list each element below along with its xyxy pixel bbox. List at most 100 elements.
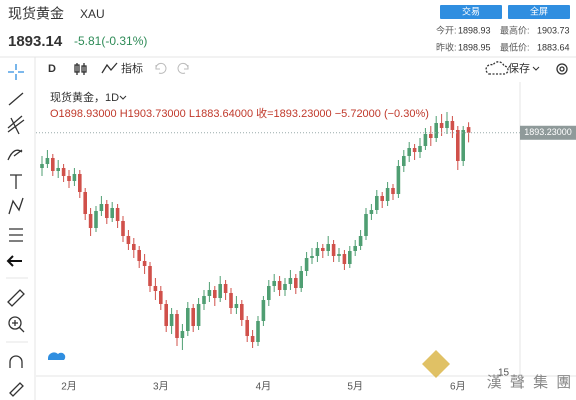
- candle-body: [277, 281, 282, 290]
- quote-label: 今开:: [436, 24, 457, 35]
- candle-body: [337, 254, 341, 256]
- line-tool[interactable]: [8, 92, 24, 106]
- candle-body: [180, 331, 185, 338]
- trade-button[interactable]: [440, 5, 502, 19]
- undo-icon[interactable]: [155, 62, 167, 74]
- settings-icon[interactable]: [556, 63, 568, 75]
- candle-body: [229, 293, 233, 308]
- lock-tool[interactable]: [9, 382, 24, 397]
- candle-body: [94, 211, 98, 228]
- x-tick-label: 3月: [153, 381, 169, 393]
- candle-body: [110, 208, 114, 218]
- candle-body: [207, 290, 212, 296]
- indicator-icon[interactable]: [101, 62, 118, 74]
- ohlc-legend: O1898.93000 H1903.73000 L1883.64000 收=18…: [50, 106, 429, 120]
- candle-body: [461, 130, 465, 161]
- save-dropdown[interactable]: [532, 66, 540, 71]
- candle-body: [439, 123, 444, 128]
- candle-body: [142, 261, 147, 266]
- candle-body: [99, 204, 104, 211]
- prediction-tool[interactable]: [9, 228, 23, 242]
- candle-body: [126, 236, 131, 244]
- candle-body: [159, 291, 163, 304]
- price: 1893.14: [8, 33, 63, 50]
- candle-body: [132, 244, 136, 250]
- candle-body: [391, 188, 395, 194]
- candle-body: [88, 214, 93, 228]
- back-tool[interactable]: [6, 255, 22, 267]
- x-tick-label: 4月: [256, 381, 272, 393]
- candle-body: [148, 266, 152, 286]
- candle-body: [418, 146, 422, 152]
- last-price-box: [520, 125, 576, 140]
- brush-tool[interactable]: [7, 149, 23, 161]
- last-price-label: 1893.23000: [524, 127, 572, 137]
- candle-body: [434, 123, 438, 138]
- ruler-tool[interactable]: [7, 289, 25, 307]
- cloud-icon[interactable]: [485, 61, 509, 75]
- symbol-code: XAU: [80, 7, 105, 21]
- title-dropdown[interactable]: [119, 95, 127, 100]
- candle-icon[interactable]: [74, 63, 87, 75]
- interval[interactable]: D: [48, 63, 56, 75]
- candle-body: [385, 188, 390, 201]
- candle-body: [245, 320, 249, 336]
- candle-body: [115, 208, 120, 221]
- fullscreen-button-label[interactable]: 全屏: [530, 5, 548, 16]
- candle-body: [40, 164, 44, 168]
- candle-body: [105, 204, 109, 218]
- save[interactable]: 保存: [508, 61, 530, 75]
- candle-body: [342, 254, 347, 264]
- indicators[interactable]: 指标: [121, 61, 143, 75]
- zoom-tool[interactable]: [8, 316, 22, 330]
- candle-body: [256, 321, 260, 342]
- candle-body: [315, 248, 320, 256]
- fullscreen-button[interactable]: [508, 5, 570, 19]
- x-tick-label: 15: [498, 368, 510, 379]
- candle-body: [331, 244, 336, 256]
- candle-body: [191, 308, 195, 326]
- candle-body: [137, 250, 141, 261]
- candle-body: [261, 300, 266, 321]
- candle-body: [353, 246, 357, 251]
- x-tick-label: 2月: [61, 381, 77, 393]
- candle-body: [169, 314, 174, 326]
- redo-icon[interactable]: [177, 62, 189, 74]
- candle-body: [51, 158, 55, 171]
- candle-body: [234, 304, 239, 308]
- candle-body: [402, 156, 406, 166]
- pattern-tool[interactable]: [8, 197, 24, 215]
- candle-body: [396, 166, 401, 194]
- candle-body: [380, 196, 384, 201]
- candle-body: [456, 130, 460, 161]
- candle-body: [164, 304, 168, 326]
- quote-value: 1898.93: [458, 25, 491, 35]
- chart-title: 现货黄金，1D: [50, 90, 119, 104]
- symbol-name: 现货黄金: [8, 6, 64, 22]
- candle-body: [445, 121, 449, 128]
- quote-value: 1898.95: [458, 42, 491, 52]
- candle-body: [423, 134, 428, 146]
- candle-body: [45, 158, 50, 164]
- settings-icon-core: [559, 66, 565, 72]
- magnet-tool[interactable]: [9, 355, 23, 368]
- text-tool[interactable]: [10, 174, 22, 189]
- trade-button-label[interactable]: 交易: [462, 5, 480, 16]
- quote-label: 昨收:: [436, 41, 457, 52]
- crosshair-tool[interactable]: [8, 64, 24, 80]
- candle-body: [250, 336, 255, 342]
- candle-body: [375, 196, 379, 210]
- candle-body: [72, 174, 77, 181]
- quote-label: 最高价:: [500, 24, 530, 35]
- candle-body: [83, 192, 87, 214]
- candle-body: [283, 284, 287, 290]
- candle-body: [186, 308, 190, 331]
- candle-body: [218, 284, 222, 298]
- watermark: 漢 聲 集 團: [487, 374, 574, 391]
- logo-cloud: [48, 352, 66, 360]
- fib-tool[interactable]: [7, 115, 25, 135]
- candle-body: [213, 290, 217, 298]
- candle-body: [407, 148, 411, 156]
- quote-label: 最低价:: [500, 41, 530, 52]
- x-tick-label: 5月: [347, 381, 363, 393]
